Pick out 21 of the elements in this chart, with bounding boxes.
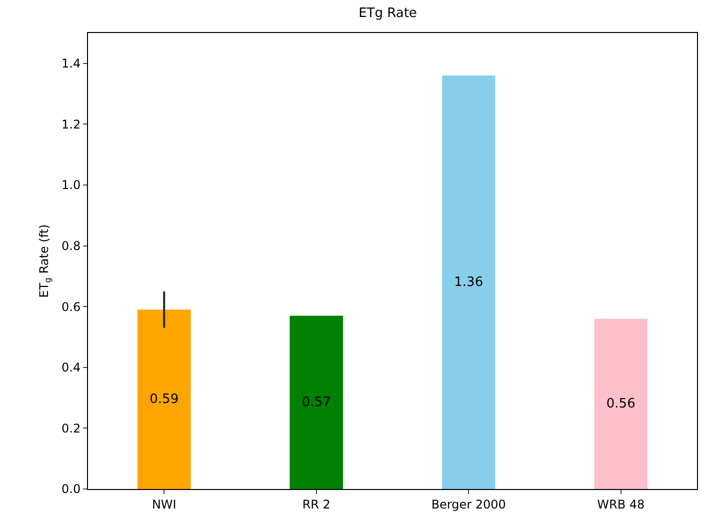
bar [442, 76, 496, 489]
data-label: 0.59 [150, 392, 179, 407]
bar [290, 316, 344, 489]
y-tick-label: 1.4 [62, 56, 81, 71]
x-tick-label: Berger 2000 [431, 497, 506, 512]
data-label: 1.36 [454, 274, 484, 290]
y-tick-label: 0.4 [62, 360, 81, 375]
y-tick-label: 0.6 [62, 300, 81, 314]
x-tick-label: RR 2 [302, 497, 330, 512]
chart-title: ETg Rate [358, 6, 417, 21]
y-tick-label: 1.2 [62, 117, 81, 132]
y-tick-label: 0.0 [62, 482, 81, 496]
data-label: 0.56 [606, 396, 636, 412]
x-tick-label: NWI [152, 497, 176, 512]
bar [137, 310, 191, 489]
x-tick-label: WRB 48 [597, 497, 645, 512]
y-tick-label: 1.0 [62, 178, 81, 192]
data-label: 0.57 [302, 394, 331, 410]
y-tick-label: 0.2 [62, 421, 81, 436]
y-tick-label: 0.8 [62, 239, 81, 253]
bar [594, 318, 648, 489]
